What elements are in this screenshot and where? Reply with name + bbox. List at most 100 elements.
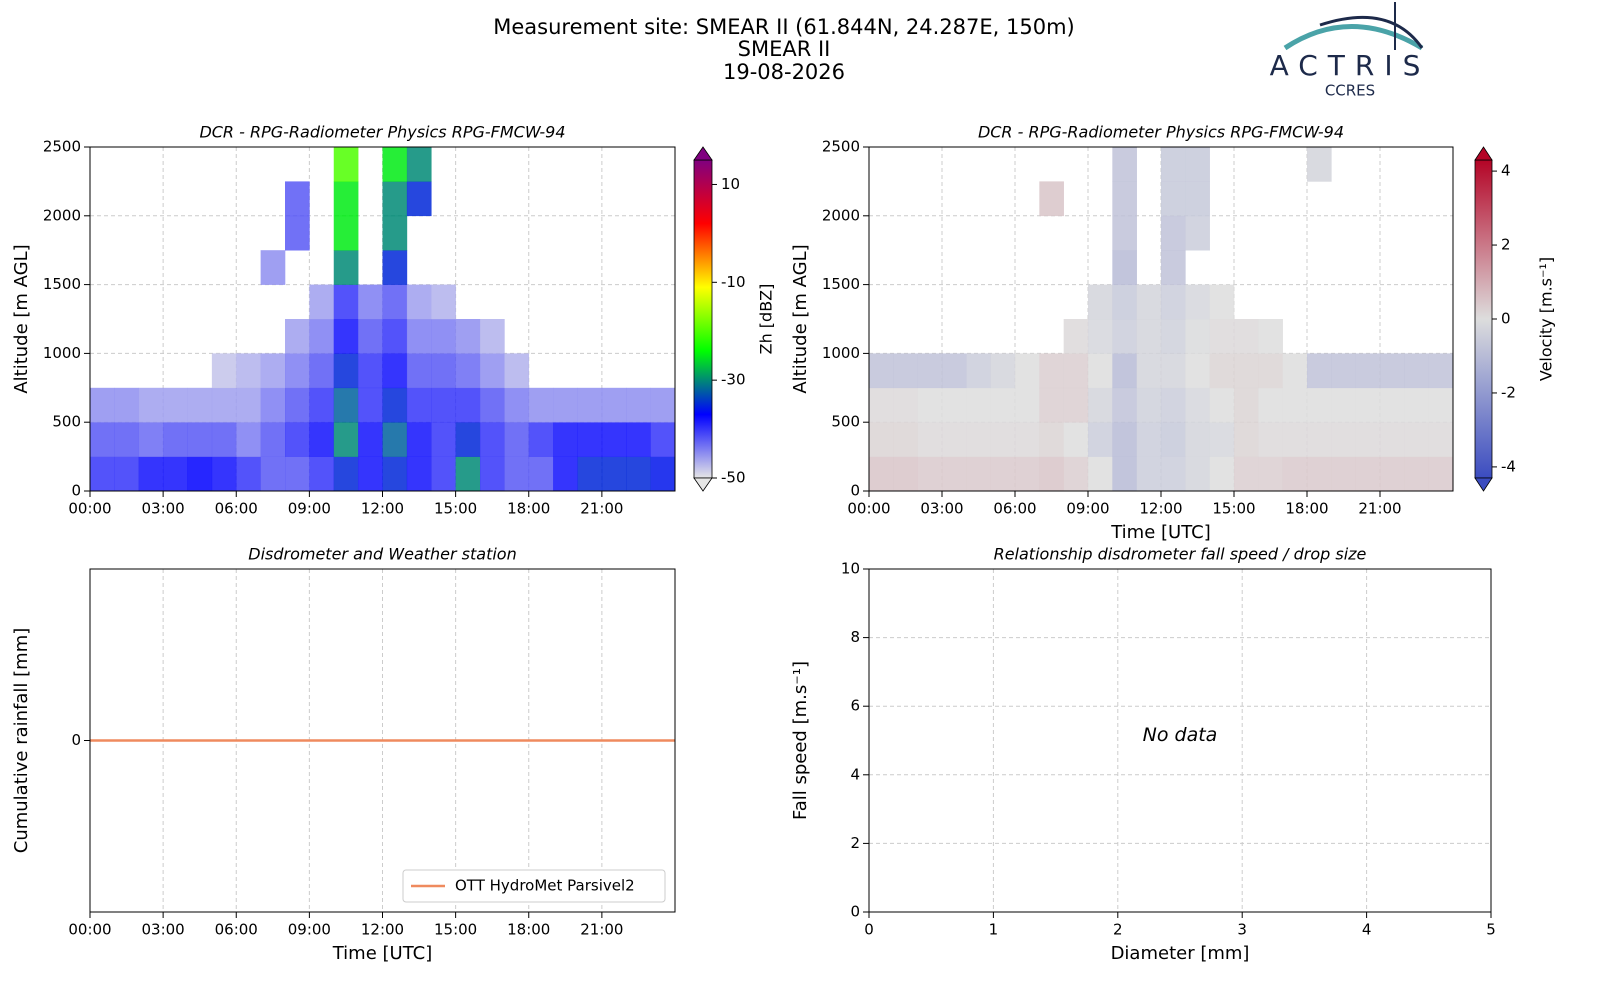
logo-name: ACTRIS bbox=[1270, 49, 1431, 82]
heatmap-cell bbox=[1282, 387, 1308, 423]
x-axis-label: Diameter [mm] bbox=[1111, 943, 1250, 964]
heatmap-cell bbox=[1404, 387, 1429, 423]
heatmap-cell bbox=[1112, 353, 1137, 389]
heatmap-cell bbox=[966, 456, 991, 492]
heatmap-cell bbox=[431, 319, 456, 354]
heatmap-cell bbox=[480, 353, 505, 389]
x-tick-label: 5 bbox=[1486, 921, 1496, 939]
header-line: Measurement site: SMEAR II (61.844N, 24.… bbox=[493, 15, 1075, 39]
heatmap-cell bbox=[1234, 387, 1259, 423]
heatmap-cell bbox=[114, 387, 140, 423]
x-tick-label: 15:00 bbox=[434, 921, 477, 939]
heatmap-cell bbox=[480, 319, 505, 354]
heatmap-cell bbox=[1112, 181, 1137, 217]
panel-title: Relationship disdrometer fall speed / dr… bbox=[994, 545, 1367, 564]
heatmap-cell bbox=[1185, 353, 1210, 389]
heatmap-cell bbox=[1039, 422, 1064, 457]
y-axis-label: Altitude [m AGL] bbox=[11, 244, 32, 393]
heatmap-cell bbox=[260, 387, 286, 423]
heatmap-cell bbox=[382, 319, 408, 354]
heatmap-cell bbox=[431, 456, 456, 492]
heatmap-cell bbox=[333, 422, 359, 457]
heatmap-cell bbox=[1112, 387, 1137, 423]
heatmap-cell bbox=[942, 422, 967, 457]
y-tick-label: 2 bbox=[850, 834, 860, 852]
y-tick-label: 8 bbox=[850, 628, 860, 646]
heatmap-cell bbox=[333, 215, 359, 251]
logo-subtitle: CCRES bbox=[1325, 82, 1375, 100]
heatmap-cell bbox=[1209, 319, 1235, 354]
logo-arc bbox=[1283, 24, 1424, 51]
heatmap-cell bbox=[1088, 422, 1113, 457]
colorbar-label: Velocity [m.s⁻¹] bbox=[1537, 257, 1556, 381]
x-tick-label: 00:00 bbox=[68, 921, 111, 939]
heatmap-cell bbox=[1088, 387, 1113, 423]
heatmap-cell bbox=[1234, 319, 1259, 354]
heatmap-cell bbox=[504, 387, 530, 423]
heatmap-cell bbox=[431, 422, 456, 457]
heatmap-cell bbox=[285, 353, 310, 389]
heatmap-cell bbox=[966, 387, 991, 423]
colorbar-tick-label: -30 bbox=[721, 371, 746, 389]
heatmap-cell bbox=[333, 250, 359, 285]
y-tick-label: 6 bbox=[850, 697, 860, 715]
heatmap-cell bbox=[601, 456, 627, 492]
heatmap-cell bbox=[1355, 387, 1381, 423]
x-tick-label: 0 bbox=[864, 921, 874, 939]
heatmap-cell bbox=[333, 147, 359, 182]
heatmap-cell bbox=[260, 250, 286, 285]
heatmap-cell bbox=[966, 422, 991, 457]
x-tick-label: 06:00 bbox=[993, 500, 1036, 518]
heatmap-cell bbox=[285, 387, 310, 423]
heatmap-cell bbox=[528, 422, 554, 457]
heatmap-cell bbox=[309, 353, 335, 389]
heatmap-cell bbox=[1258, 456, 1283, 492]
heatmap-cell bbox=[309, 284, 335, 320]
x-tick-label: 06:00 bbox=[215, 921, 258, 939]
x-tick-label: 21:00 bbox=[580, 500, 623, 518]
heatmap-cell bbox=[1039, 353, 1064, 389]
heatmap-cell bbox=[990, 387, 1016, 423]
colorbar-tick-label: 10 bbox=[721, 175, 740, 193]
heatmap-cell bbox=[650, 456, 676, 492]
heatmap-cell bbox=[1161, 215, 1186, 251]
heatmap-cell bbox=[285, 422, 310, 457]
y-tick-label: 2000 bbox=[43, 206, 81, 224]
heatmap-cell bbox=[333, 456, 359, 492]
heatmap-cell bbox=[1209, 284, 1235, 320]
y-tick-label: 500 bbox=[831, 413, 860, 431]
y-tick-label: 1000 bbox=[43, 344, 81, 362]
heatmap-cell bbox=[211, 456, 237, 492]
plot-frame bbox=[868, 568, 1492, 913]
x-tick-label: 18:00 bbox=[1285, 500, 1328, 518]
panel: DCR - RPG-Radiometer Physics RPG-FMCW-94… bbox=[790, 123, 1556, 544]
heatmap-cell bbox=[528, 387, 554, 423]
heatmap-cell bbox=[1282, 353, 1308, 389]
heatmap-cell bbox=[1380, 456, 1405, 492]
heatmap-cell bbox=[966, 353, 991, 389]
x-tick-label: 09:00 bbox=[288, 500, 331, 518]
heatmap-cell bbox=[1112, 456, 1137, 492]
heatmap-cell bbox=[1209, 353, 1235, 389]
heatmap-cell bbox=[1185, 456, 1210, 492]
x-tick-label: 09:00 bbox=[1066, 500, 1109, 518]
heatmap-cell bbox=[1185, 387, 1210, 423]
heatmap-cell bbox=[1088, 456, 1113, 492]
heatmap-cell bbox=[358, 284, 383, 320]
heatmap-cell bbox=[431, 387, 456, 423]
heatmap-cell bbox=[333, 387, 359, 423]
heatmap-cell bbox=[1380, 353, 1405, 389]
heatmap-cell bbox=[650, 387, 676, 423]
heatmap-cell bbox=[333, 181, 359, 217]
heatmap-cell bbox=[138, 387, 164, 423]
heatmap-cell bbox=[601, 422, 627, 457]
heatmap-cell bbox=[382, 147, 408, 182]
heatmap-cell bbox=[577, 422, 603, 457]
heatmap-cell bbox=[1112, 422, 1137, 457]
heatmap-cell bbox=[1331, 456, 1356, 492]
panel: DCR - RPG-Radiometer Physics RPG-FMCW-94… bbox=[11, 123, 776, 518]
heatmap-cell bbox=[601, 387, 627, 423]
heatmap-cell bbox=[1355, 456, 1381, 492]
